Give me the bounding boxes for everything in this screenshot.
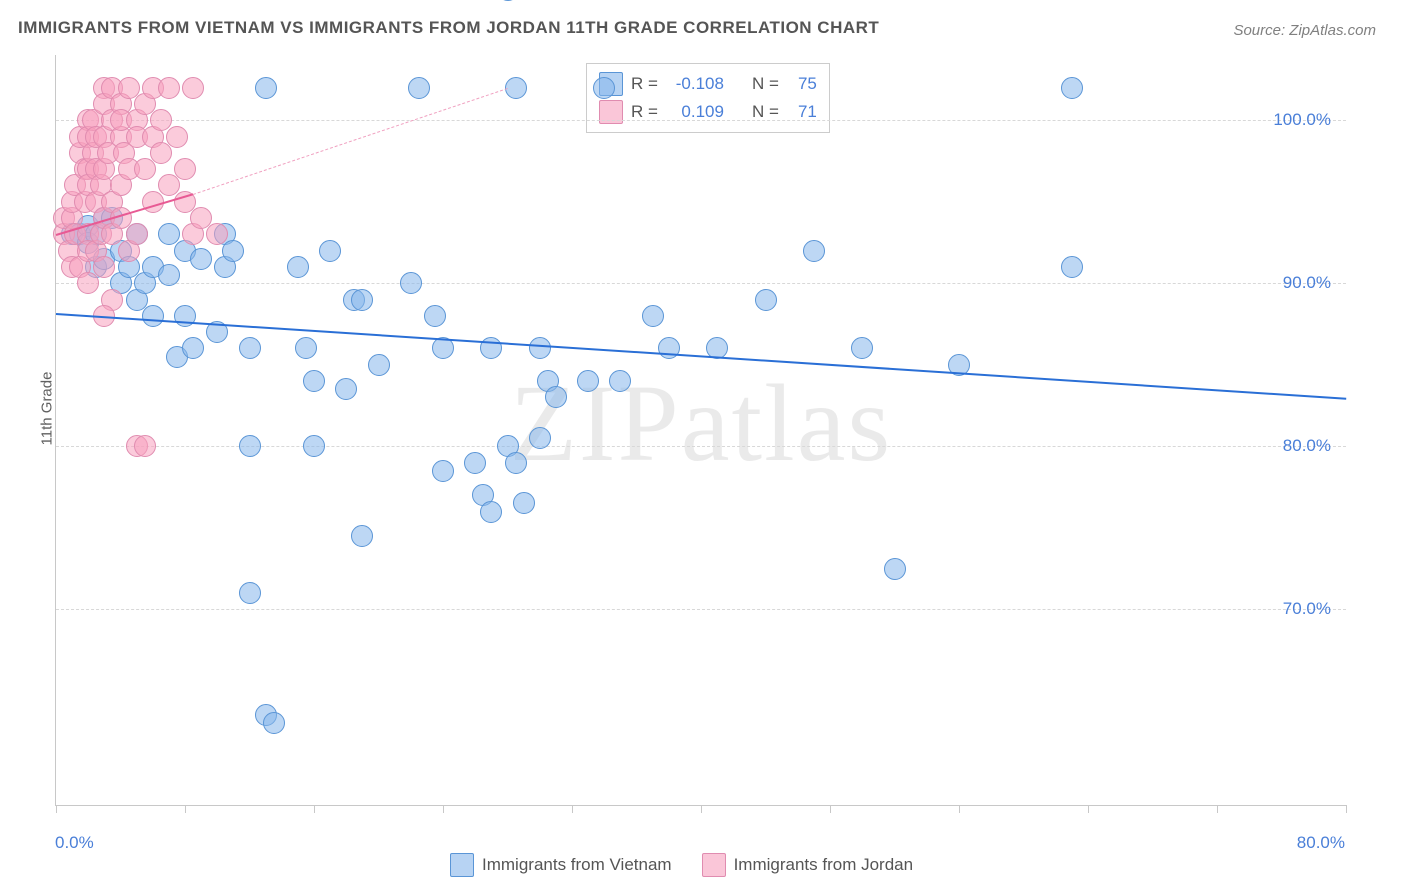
- x-tick-mark: [1346, 805, 1347, 813]
- x-tick-mark: [185, 805, 186, 813]
- scatter-point: [303, 435, 325, 457]
- n-value: 75: [787, 70, 817, 98]
- scatter-point: [158, 77, 180, 99]
- scatter-point: [239, 337, 261, 359]
- scatter-point: [134, 158, 156, 180]
- scatter-point: [263, 712, 285, 734]
- scatter-point: [408, 77, 430, 99]
- scatter-point: [190, 248, 212, 270]
- chart-title: IMMIGRANTS FROM VIETNAM VS IMMIGRANTS FR…: [18, 18, 879, 38]
- scatter-point: [529, 337, 551, 359]
- scatter-point: [545, 386, 567, 408]
- source-attribution: Source: ZipAtlas.com: [1233, 22, 1376, 39]
- n-label: N =: [752, 98, 779, 126]
- scatter-point: [239, 582, 261, 604]
- scatter-point: [182, 337, 204, 359]
- watermark-text: ZIPatlas: [510, 360, 893, 487]
- x-tick-mark: [56, 805, 57, 813]
- y-tick-label: 100.0%: [1273, 110, 1331, 130]
- x-tick-mark: [701, 805, 702, 813]
- scatter-point: [182, 77, 204, 99]
- legend-item: Immigrants from Jordan: [702, 853, 914, 877]
- scatter-point: [295, 337, 317, 359]
- scatter-point: [593, 77, 615, 99]
- series-legend: Immigrants from Vietnam Immigrants from J…: [450, 853, 913, 877]
- scatter-point: [77, 272, 99, 294]
- x-tick-mark: [959, 805, 960, 813]
- scatter-point: [222, 240, 244, 262]
- legend-label: Immigrants from Jordan: [734, 855, 914, 875]
- scatter-point: [351, 525, 373, 547]
- legend-row: R = 0.109 N = 71: [599, 98, 817, 126]
- x-tick-mark: [1088, 805, 1089, 813]
- scatter-point: [174, 158, 196, 180]
- scatter-point: [150, 142, 172, 164]
- x-tick-mark: [314, 805, 315, 813]
- scatter-point: [464, 452, 486, 474]
- gridline-h: [56, 120, 1346, 121]
- scatter-point: [1061, 256, 1083, 278]
- n-label: N =: [752, 70, 779, 98]
- scatter-point: [335, 378, 357, 400]
- x-tick-mark: [1217, 805, 1218, 813]
- scatter-point: [319, 240, 341, 262]
- regression-line: [193, 88, 508, 195]
- scatter-point: [505, 77, 527, 99]
- correlation-legend: R = -0.108 N = 75 R = 0.109 N = 71: [586, 63, 830, 133]
- scatter-point: [851, 337, 873, 359]
- scatter-point: [126, 223, 148, 245]
- y-tick-label: 90.0%: [1283, 273, 1331, 293]
- scatter-plot-area: ZIPatlas R = -0.108 N = 75 R = 0.109 N = 71 100…: [55, 55, 1346, 806]
- scatter-point: [577, 370, 599, 392]
- scatter-point: [255, 77, 277, 99]
- scatter-point: [432, 460, 454, 482]
- scatter-point: [368, 354, 390, 376]
- scatter-point: [505, 452, 527, 474]
- legend-swatch: [450, 853, 474, 877]
- r-label: R =: [631, 70, 658, 98]
- gridline-h: [56, 283, 1346, 284]
- scatter-point: [513, 492, 535, 514]
- scatter-point: [497, 0, 519, 1]
- legend-swatch: [702, 853, 726, 877]
- x-tick-label: 80.0%: [1297, 833, 1345, 853]
- scatter-point: [529, 427, 551, 449]
- x-tick-mark: [443, 805, 444, 813]
- legend-item: Immigrants from Vietnam: [450, 853, 672, 877]
- scatter-point: [158, 264, 180, 286]
- y-tick-label: 70.0%: [1283, 599, 1331, 619]
- y-tick-label: 80.0%: [1283, 436, 1331, 456]
- legend-row: R = -0.108 N = 75: [599, 70, 817, 98]
- scatter-point: [303, 370, 325, 392]
- scatter-point: [803, 240, 825, 262]
- scatter-point: [239, 435, 261, 457]
- r-label: R =: [631, 98, 658, 126]
- scatter-point: [1061, 77, 1083, 99]
- scatter-point: [93, 256, 115, 278]
- scatter-point: [287, 256, 309, 278]
- n-value: 71: [787, 98, 817, 126]
- scatter-point: [424, 305, 446, 327]
- gridline-h: [56, 609, 1346, 610]
- x-tick-mark: [572, 805, 573, 813]
- x-tick-mark: [830, 805, 831, 813]
- y-axis-label: 11th Grade: [38, 372, 55, 446]
- legend-label: Immigrants from Vietnam: [482, 855, 672, 875]
- scatter-point: [351, 289, 373, 311]
- r-value: -0.108: [666, 70, 724, 98]
- scatter-point: [884, 558, 906, 580]
- scatter-point: [166, 126, 188, 148]
- scatter-point: [206, 223, 228, 245]
- scatter-point: [480, 501, 502, 523]
- x-tick-label: 0.0%: [55, 833, 94, 853]
- scatter-point: [134, 435, 156, 457]
- r-value: 0.109: [666, 98, 724, 126]
- scatter-point: [642, 305, 664, 327]
- scatter-point: [142, 305, 164, 327]
- scatter-point: [400, 272, 422, 294]
- scatter-point: [658, 337, 680, 359]
- scatter-point: [609, 370, 631, 392]
- scatter-point: [755, 289, 777, 311]
